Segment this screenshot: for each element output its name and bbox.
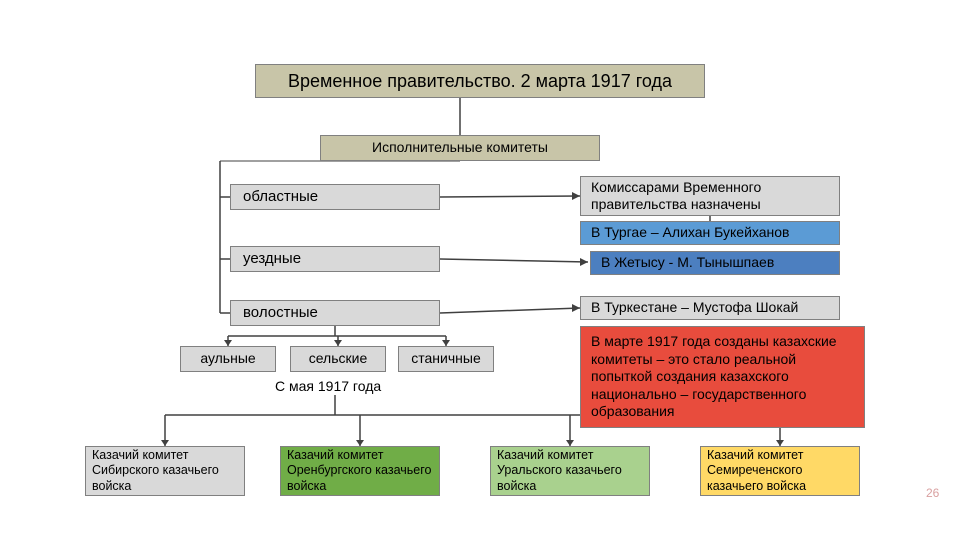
cossack-ural: Казачий комитет Уральского казачьего вой… xyxy=(490,446,650,496)
subtitle-box: Исполнительные комитеты xyxy=(320,135,600,161)
sublevel-selo: сельские xyxy=(290,346,386,372)
cossack-semirechensk: Казачий комитет Семиреченского казачьего… xyxy=(700,446,860,496)
commissar-turgai: В Тургае – Алихан Букейханов xyxy=(580,221,840,245)
cossack-siberian: Казачий комитет Сибирского казачьего вой… xyxy=(85,446,245,496)
commissar-turkestan: В Туркестане – Мустофа Шокай xyxy=(580,296,840,320)
sublevel-aul: аульные xyxy=(180,346,276,372)
kazakh-committees-note: В марте 1917 года созданы казахские коми… xyxy=(580,326,865,428)
commissars-header: Комиссарами Временного правительства наз… xyxy=(580,176,840,216)
level-oblast: областные xyxy=(230,184,440,210)
commissar-zhetysu: В Жетысу - М. Тынышпаев xyxy=(590,251,840,275)
date-label: С мая 1917 года xyxy=(275,378,381,394)
page-number: 26 xyxy=(926,486,939,500)
title-box: Временное правительство. 2 марта 1917 го… xyxy=(255,64,705,98)
sublevel-stanitsa: станичные xyxy=(398,346,494,372)
cossack-orenburg: Казачий комитет Оренбургского казачьего … xyxy=(280,446,440,496)
level-uezd: уездные xyxy=(230,246,440,272)
level-volost: волостные xyxy=(230,300,440,326)
